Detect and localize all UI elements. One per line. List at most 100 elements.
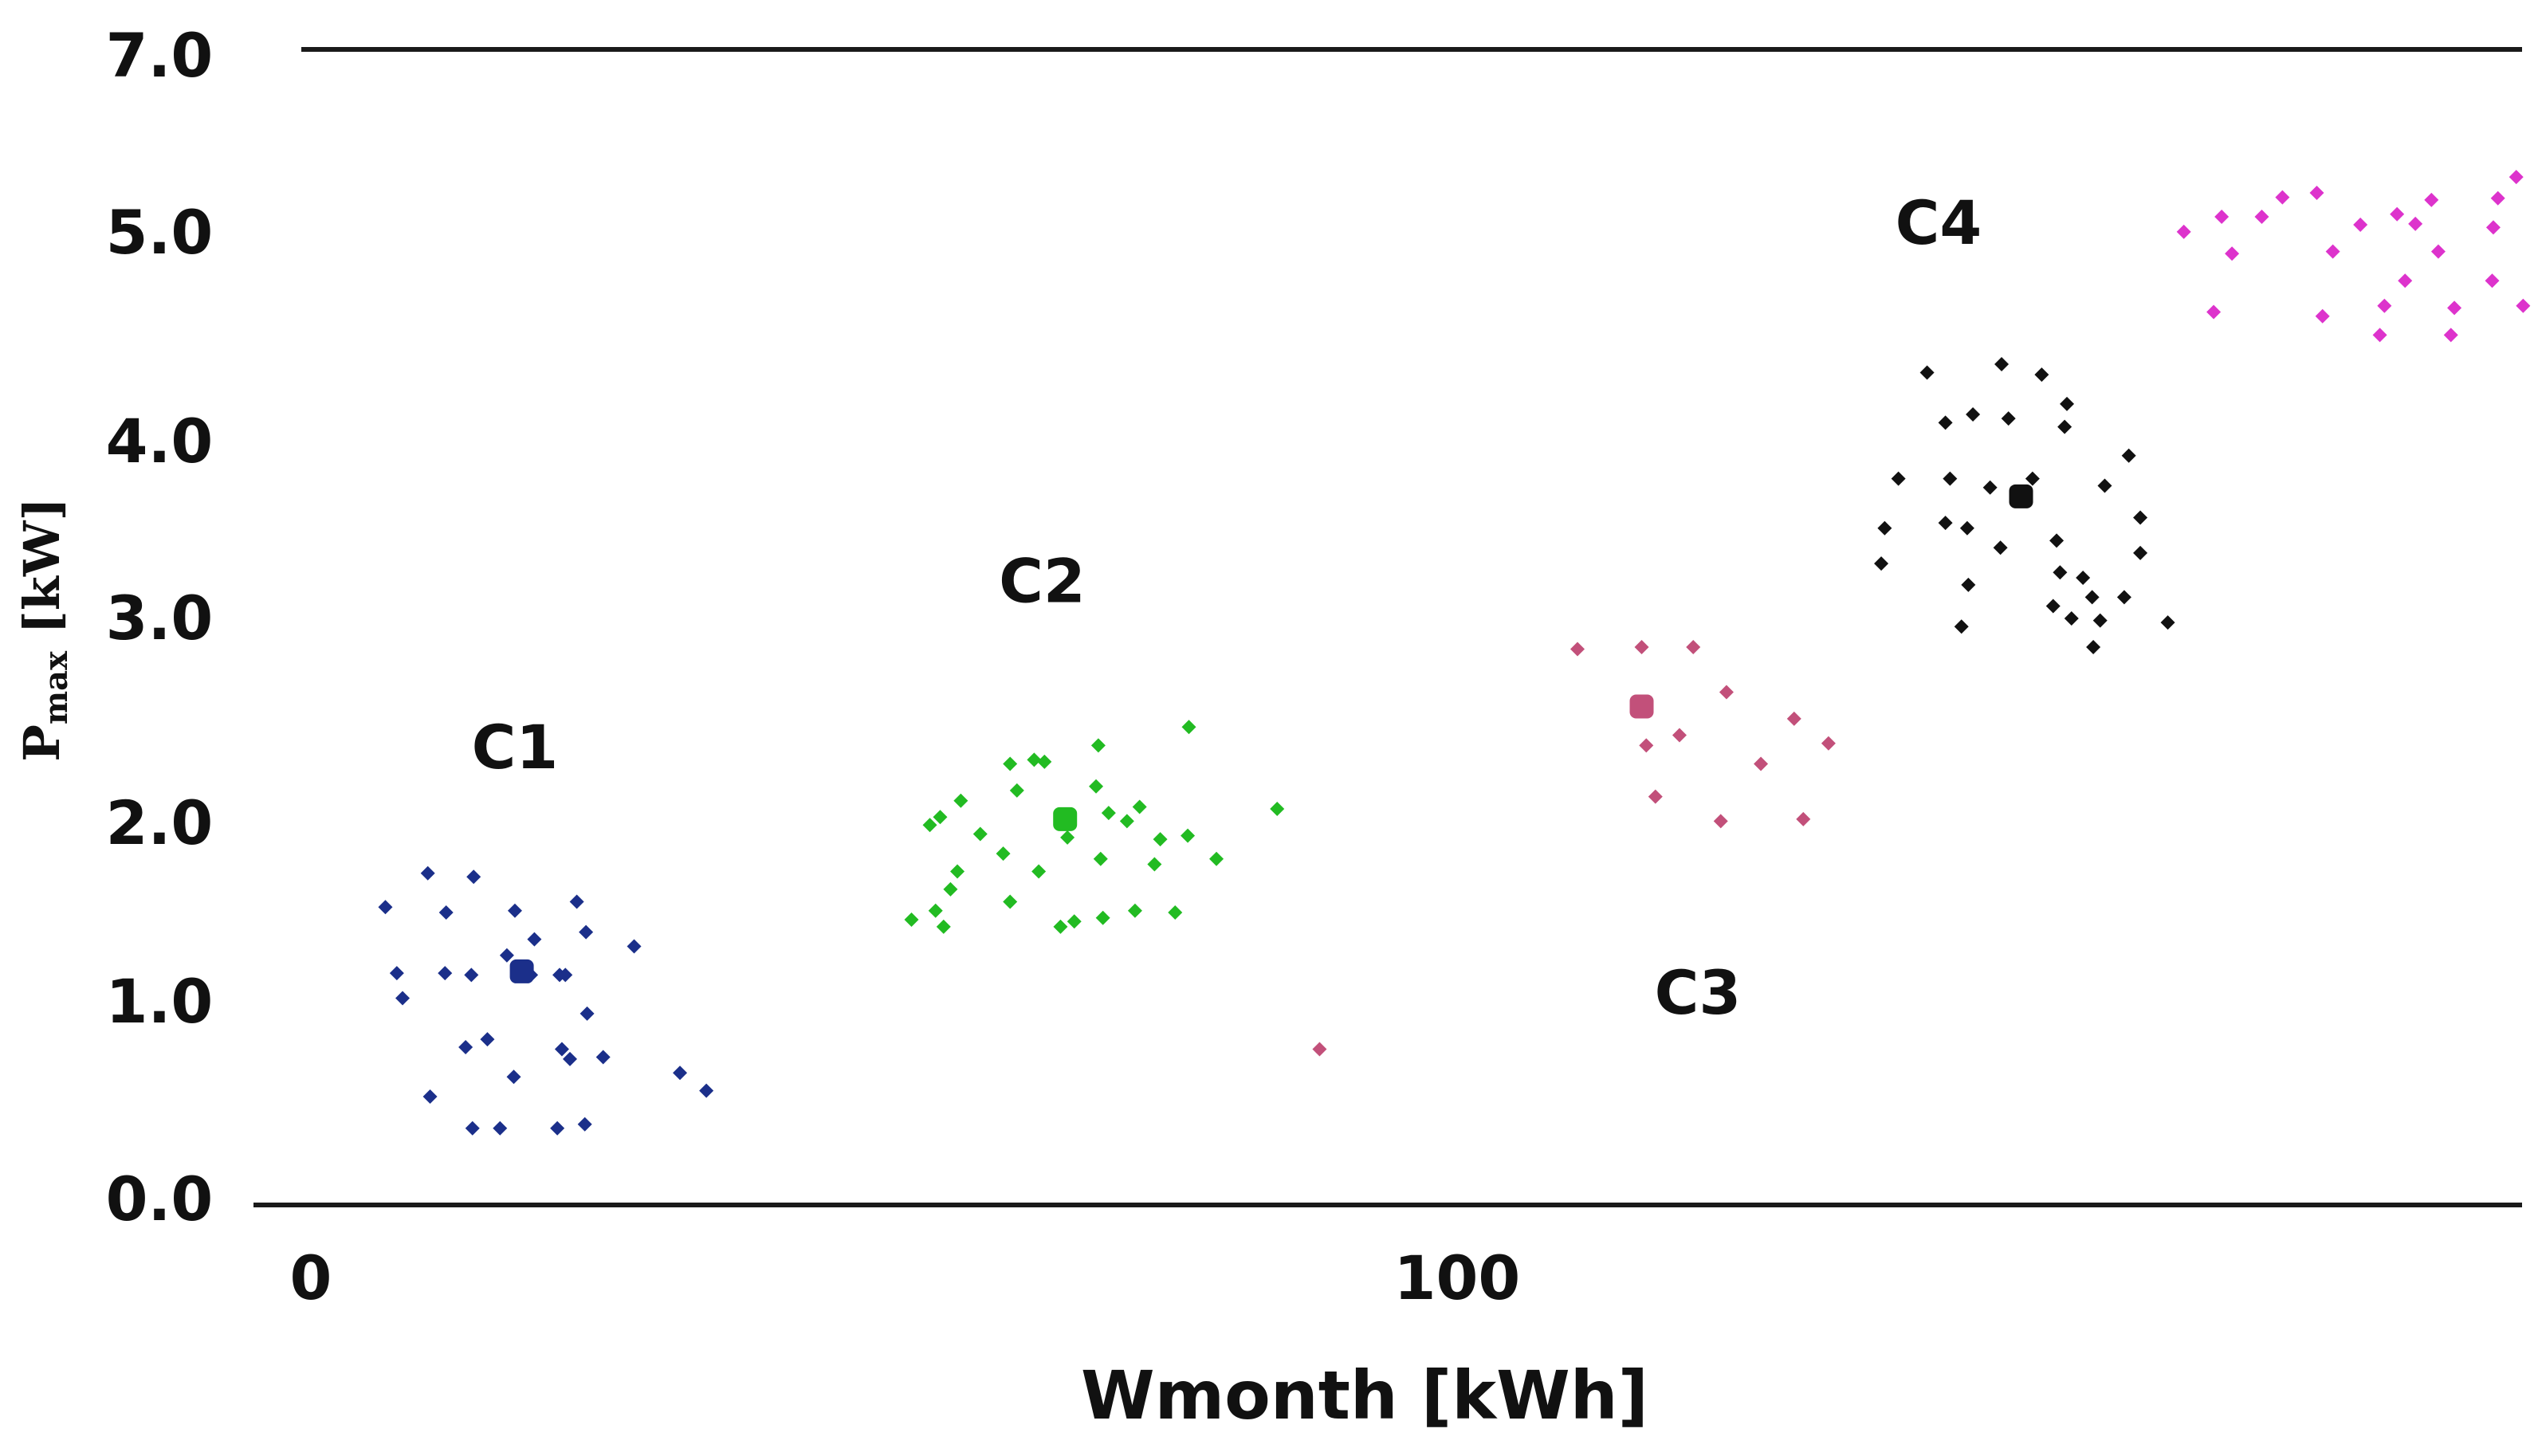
data-point [1095, 910, 1110, 925]
data-point [922, 818, 937, 833]
data-point [1009, 783, 1024, 798]
data-point [378, 900, 393, 915]
data-point [1089, 779, 1104, 794]
data-point [2509, 170, 2524, 185]
cluster-label-c1: C1 [472, 712, 559, 783]
y-tick-label: 4.0 [106, 406, 214, 477]
centroid-c4 [2009, 484, 2033, 508]
data-point [1874, 556, 1889, 571]
data-point [2390, 206, 2405, 222]
y-tick-label: 7.0 [106, 20, 214, 91]
data-point [579, 1006, 595, 1021]
data-point [2398, 273, 2413, 288]
data-point [1270, 802, 1285, 817]
data-point [1181, 828, 1196, 843]
data-point [953, 793, 968, 808]
data-point [507, 903, 522, 918]
data-point [972, 826, 988, 842]
data-point [2443, 328, 2458, 343]
x-tick-labels: 0100200 [290, 1242, 1521, 1313]
data-point [2133, 510, 2148, 525]
data-point [1796, 811, 1811, 826]
data-point [1147, 857, 1162, 872]
data-point [2447, 300, 2462, 316]
data-point [2176, 224, 2191, 239]
data-point [554, 1042, 569, 1057]
data-point [2325, 244, 2340, 259]
y-axis-title: Pmax [kW] [13, 497, 75, 762]
data-point [438, 905, 454, 920]
data-point [1153, 832, 1168, 847]
data-point [1127, 903, 1142, 918]
data-point [2064, 611, 2079, 626]
data-point [1982, 480, 1998, 495]
y-tick-label: 3.0 [106, 583, 214, 653]
data-point [2160, 615, 2175, 630]
cluster-label-c3: C3 [1655, 957, 1742, 1028]
data-point [2275, 190, 2290, 205]
data-point [1713, 814, 1728, 829]
data-point [699, 1083, 714, 1098]
data-point [2516, 298, 2531, 313]
data-point [1003, 756, 1018, 771]
data-point [1786, 711, 1801, 726]
y-tick-labels: 0.0 1.0 2.0 3.0 4.0 5.0 7.0 [106, 20, 214, 1234]
cluster-centroids [509, 484, 2033, 983]
cluster-labels: C1C2C3C4C5 [472, 187, 1982, 1028]
data-point [2372, 328, 2387, 343]
data-point [579, 924, 594, 940]
data-point [1993, 540, 2008, 555]
series-c2 [904, 720, 1285, 934]
data-point [2034, 367, 2049, 383]
data-point [1132, 799, 1147, 814]
data-point [2049, 533, 2065, 548]
data-point [506, 1069, 521, 1085]
data-point [2490, 190, 2505, 206]
data-point [2315, 308, 2330, 324]
data-point [550, 1120, 565, 1136]
data-point [2353, 218, 2368, 233]
data-point [1959, 520, 1974, 536]
data-point [1053, 919, 1068, 934]
data-point [1938, 415, 1953, 430]
data-point [395, 991, 411, 1006]
data-point [950, 864, 965, 879]
data-point [1754, 756, 1769, 771]
data-point [2092, 613, 2108, 628]
data-point [465, 1120, 480, 1136]
data-point [2254, 210, 2269, 225]
data-point [1639, 738, 1654, 753]
data-point [422, 1089, 438, 1105]
data-point [466, 869, 481, 885]
data-point [1312, 1042, 1327, 1057]
series-c5 [2176, 170, 2531, 343]
data-point [2060, 396, 2075, 411]
data-point [1570, 642, 1585, 657]
data-point [1090, 738, 1106, 753]
data-point [1101, 806, 1116, 821]
data-point [2430, 244, 2446, 259]
cluster-label-c4: C4 [1896, 187, 1982, 258]
centroid-c3 [1629, 694, 1654, 719]
data-point [499, 948, 514, 963]
data-point [493, 1120, 508, 1136]
data-point [1686, 639, 1701, 654]
data-point [1060, 830, 1075, 845]
y-tick-label: 2.0 [106, 787, 214, 858]
data-point [1031, 864, 1047, 879]
data-point [2225, 246, 2240, 261]
centroid-c2 [1053, 806, 1078, 831]
data-point [595, 1050, 611, 1065]
data-point [2025, 471, 2040, 486]
data-point [2206, 304, 2222, 320]
y-axis-title-subscript: max [37, 650, 75, 724]
data-point [1961, 577, 1976, 592]
data-point [2057, 419, 2072, 434]
x-tick-label: 100 [1394, 1242, 1521, 1313]
series-c1 [378, 865, 714, 1136]
data-point [1093, 851, 1108, 866]
data-point [936, 919, 951, 934]
y-axis-title-main: P [13, 724, 71, 762]
data-point [673, 1066, 688, 1081]
